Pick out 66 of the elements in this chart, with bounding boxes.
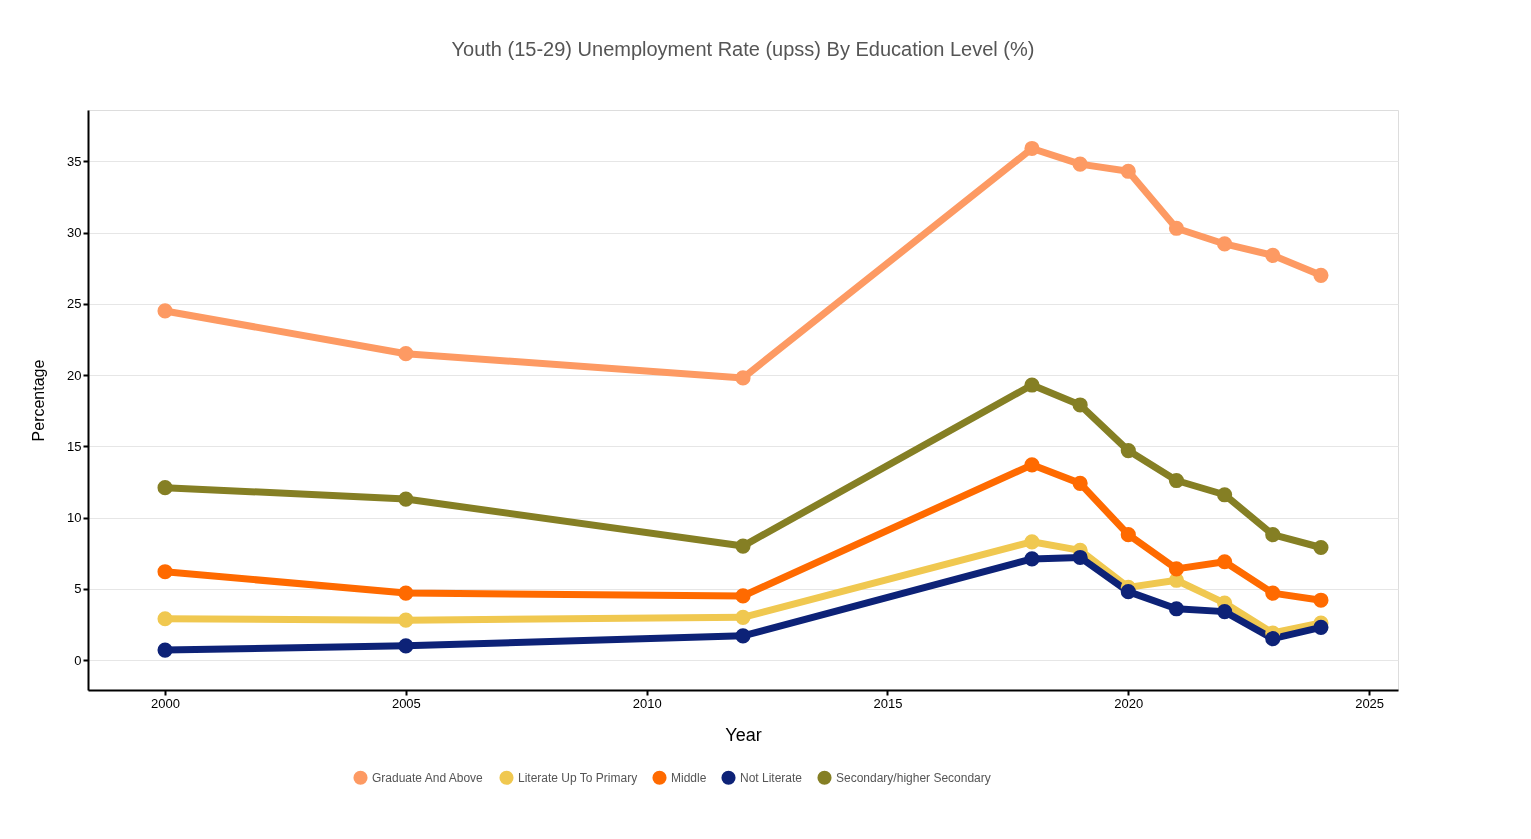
y-tick-label: 30 [67, 225, 82, 241]
point [1168, 601, 1185, 617]
point [1217, 554, 1233, 570]
point [1265, 527, 1281, 543]
y-tick-label: 15 [67, 438, 82, 454]
x-tick-label: 2010 [632, 695, 662, 711]
point [735, 609, 751, 625]
y-tick-label: 5 [74, 581, 82, 597]
point [735, 538, 751, 554]
y-tick-label: 35 [67, 153, 82, 169]
y-tick-label: 25 [67, 296, 82, 312]
point [735, 588, 751, 604]
point [1072, 549, 1088, 566]
point [1265, 585, 1281, 601]
point [1120, 584, 1136, 600]
point [1265, 631, 1281, 647]
point [1024, 377, 1040, 393]
point [1168, 561, 1185, 577]
point [1024, 551, 1040, 567]
legend-label: Graduate And Above [372, 770, 484, 785]
point [1072, 397, 1088, 413]
point [1072, 156, 1088, 172]
x-tick-label: 2020 [1114, 695, 1144, 711]
x-tick-label: 2025 [1355, 695, 1385, 711]
legend-label: Middle [671, 770, 707, 785]
point [1024, 457, 1040, 473]
point [157, 564, 173, 580]
point [157, 480, 173, 496]
point [735, 628, 751, 644]
x-axis-title: Year [725, 724, 762, 745]
point [398, 585, 414, 601]
point [1313, 619, 1329, 635]
y-tick-label: 20 [67, 367, 82, 383]
point [735, 370, 751, 386]
point [1120, 443, 1136, 459]
point [398, 346, 414, 362]
chart-title: Youth (15-29) Unemployment Rate (upss) By Education Level (%) [451, 38, 1035, 60]
point [398, 612, 414, 628]
point [1217, 604, 1233, 620]
legend-label: Literate Up To Primary [518, 770, 638, 785]
point [1313, 592, 1329, 608]
point [1168, 220, 1185, 236]
x-tick-label: 2005 [391, 695, 421, 711]
x-tick-label: 2000 [151, 695, 181, 711]
point [1217, 487, 1233, 503]
x-tick-label: 2015 [873, 695, 903, 711]
point [1024, 140, 1040, 157]
legend-label: Secondary/higher Secondary [836, 770, 991, 785]
point [157, 303, 173, 319]
y-tick-label: 0 [74, 652, 82, 668]
point [1120, 527, 1136, 543]
point [1265, 247, 1281, 263]
point [398, 638, 414, 654]
y-axis-title: Percentage [30, 359, 48, 442]
point [1313, 267, 1329, 283]
legend-label: Not Literate [740, 770, 803, 785]
point [1168, 472, 1185, 489]
point [157, 642, 173, 658]
point [1313, 539, 1329, 556]
point [157, 611, 173, 627]
y-tick-label: 10 [67, 510, 82, 526]
point [1024, 534, 1040, 550]
point [1072, 475, 1088, 491]
point [1217, 236, 1233, 252]
point [1120, 163, 1136, 179]
point [398, 491, 414, 507]
